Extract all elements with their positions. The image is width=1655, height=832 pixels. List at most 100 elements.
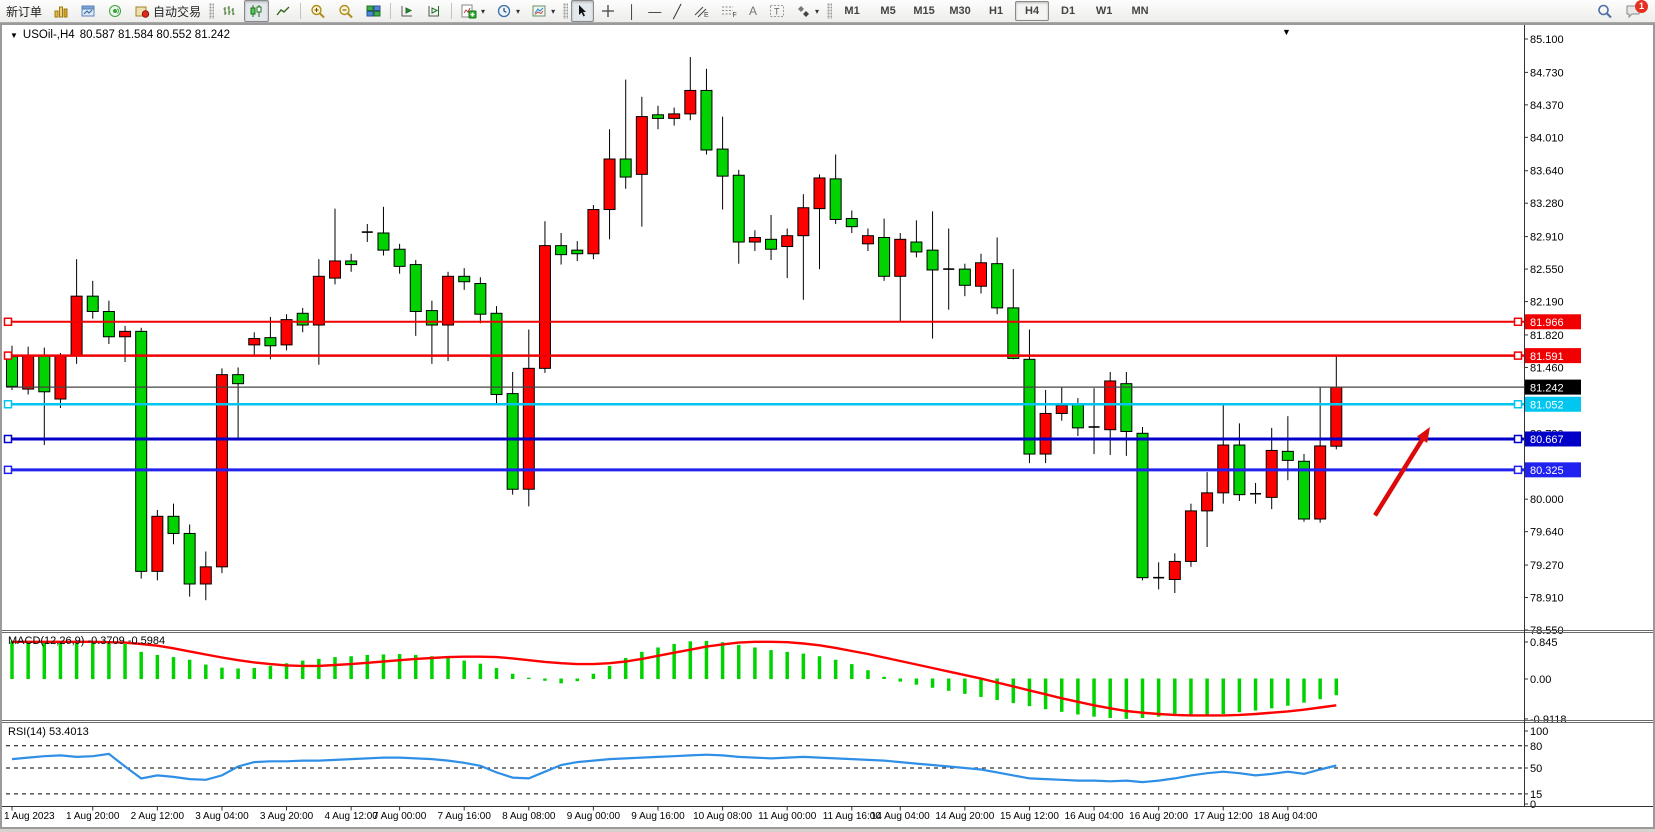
text-icon: A xyxy=(749,3,758,18)
toolbar-separator xyxy=(390,3,392,19)
time-axis-label: 10 Aug 08:00 xyxy=(693,811,752,822)
fibonacci-tool-button[interactable]: F xyxy=(716,0,742,22)
time-axis-label: 14 Aug 04:00 xyxy=(871,811,930,822)
time-axis-label: 16 Aug 20:00 xyxy=(1129,811,1188,822)
new-order-label: 新订单 xyxy=(6,4,43,19)
candle xyxy=(1168,553,1181,594)
candle xyxy=(635,96,648,227)
svg-text:84.730: 84.730 xyxy=(1530,67,1564,79)
hline-handle[interactable] xyxy=(1513,317,1523,327)
search-button[interactable] xyxy=(1592,0,1618,22)
hline-80.325[interactable] xyxy=(3,465,1525,475)
line-chart-button[interactable] xyxy=(271,0,296,22)
chart-window: ▼ USOil-,H4 80.587 81.584 80.552 81.242 … xyxy=(0,23,1655,829)
tab-timeframe-h4[interactable]: H4 xyxy=(1015,1,1050,21)
svg-text:81.966: 81.966 xyxy=(1530,317,1564,329)
hline-handle[interactable] xyxy=(3,465,13,475)
channel-tool-button[interactable]: E xyxy=(688,0,714,22)
svg-text:79.640: 79.640 xyxy=(1530,527,1564,539)
auto-scroll-button[interactable] xyxy=(395,0,420,22)
time-axis-label: 4 Aug 12:00 xyxy=(324,811,378,822)
cursor-tool-button[interactable] xyxy=(571,0,595,22)
candle xyxy=(845,210,858,233)
candle xyxy=(522,329,535,507)
candlestick-chart-button[interactable] xyxy=(244,0,270,22)
svg-text:82.910: 82.910 xyxy=(1530,232,1564,244)
tab-timeframe-h1[interactable]: H1 xyxy=(989,5,1004,17)
tab-timeframe-m30[interactable]: M30 xyxy=(949,5,971,17)
profiles-button[interactable] xyxy=(49,0,74,22)
line-chart-icon xyxy=(276,4,291,18)
hline-handle[interactable] xyxy=(1513,399,1523,409)
tab-timeframe-m15[interactable]: M15 xyxy=(913,5,935,17)
equidistant-channel-icon: E xyxy=(693,4,709,18)
label-tool-button[interactable]: T xyxy=(764,0,790,22)
hline-81.052[interactable] xyxy=(3,399,1525,409)
svg-text:E: E xyxy=(704,12,709,18)
tile-windows-button[interactable] xyxy=(361,0,386,22)
vertical-line-icon: │ xyxy=(628,3,637,19)
autotrading-button[interactable]: 自动交易 xyxy=(130,0,206,22)
arrow-annotation[interactable] xyxy=(1373,426,1430,517)
crosshair-tool-button[interactable] xyxy=(596,0,621,22)
tab-timeframe-w1[interactable]: W1 xyxy=(1095,5,1113,17)
auto-scroll-icon xyxy=(400,4,415,18)
time-axis-label: 9 Aug 00:00 xyxy=(567,811,621,822)
hline-handle[interactable] xyxy=(3,434,13,444)
hline-handle[interactable] xyxy=(3,351,13,360)
vertical-line-tool-button[interactable]: │ xyxy=(623,0,641,22)
templates-button[interactable]: ▾ xyxy=(527,0,560,22)
candle xyxy=(991,237,1004,315)
main-toolbar: 新订单 自动交易 xyxy=(0,0,1655,23)
signals-button[interactable] xyxy=(103,0,128,22)
tab-timeframe-m5[interactable]: M5 xyxy=(880,5,896,17)
hline-81.591[interactable] xyxy=(3,351,1525,360)
zoom-in-button[interactable] xyxy=(305,0,331,22)
trendline-tool-button[interactable]: ╱ xyxy=(668,0,686,22)
indicators-button[interactable]: ▾ xyxy=(456,0,490,22)
cursor-icon xyxy=(576,4,589,18)
market-watch-button[interactable] xyxy=(76,0,101,22)
tab-timeframe-mn[interactable]: MN xyxy=(1131,5,1149,17)
candle xyxy=(861,228,874,252)
hline-handle[interactable] xyxy=(3,399,13,409)
zoom-in-icon xyxy=(310,4,326,19)
chart-shift-button[interactable] xyxy=(422,0,447,22)
notifications-button[interactable]: 1 xyxy=(1620,0,1648,22)
hline-81.966[interactable] xyxy=(3,317,1525,327)
hline-80.667[interactable] xyxy=(3,434,1525,444)
new-order-button[interactable]: 新订单 xyxy=(1,0,47,22)
hline-handle[interactable] xyxy=(1513,434,1523,444)
svg-text:80.667: 80.667 xyxy=(1530,434,1564,446)
hline-handle[interactable] xyxy=(3,317,13,327)
toolbar-gripper xyxy=(563,3,569,19)
candle xyxy=(878,218,891,281)
candle xyxy=(377,206,390,256)
text-tool-button[interactable]: A xyxy=(744,0,762,22)
candle xyxy=(555,232,568,265)
price-badge-80.667: 80.667 xyxy=(1525,431,1581,447)
candle xyxy=(748,230,761,252)
clock-icon xyxy=(497,4,512,18)
horizontal-line-tool-button[interactable]: — xyxy=(643,0,666,22)
time-axis-label: 2 Aug 12:00 xyxy=(131,811,185,822)
fibonacci-icon: F xyxy=(721,4,737,18)
candle xyxy=(264,316,277,360)
candle xyxy=(361,223,373,243)
arrows-tool-button[interactable]: ▾ xyxy=(792,0,824,22)
tab-timeframe-m1[interactable]: M1 xyxy=(844,5,860,17)
candle xyxy=(1120,371,1133,456)
time-axis-label: 18 Aug 04:00 xyxy=(1258,811,1317,822)
hline-handle[interactable] xyxy=(1513,351,1523,360)
periods-button[interactable]: ▾ xyxy=(492,0,525,22)
candle xyxy=(619,79,632,189)
hline-handle[interactable] xyxy=(1513,465,1523,475)
zoom-out-button[interactable] xyxy=(333,0,359,22)
profile-chart-icon xyxy=(54,4,69,18)
candles-plot xyxy=(6,57,1343,601)
tab-timeframe-d1[interactable]: D1 xyxy=(1061,5,1076,17)
chart-menu-triangle-icon[interactable]: ▼ xyxy=(10,30,18,40)
bar-chart-button[interactable] xyxy=(217,0,242,22)
chart-canvas[interactable]: 85.100 84.730 84.370 84.010 83.640 83.280 82.9… xyxy=(2,25,1653,827)
